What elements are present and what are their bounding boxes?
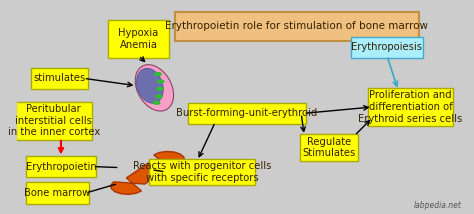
Text: labpedia.net: labpedia.net — [413, 201, 461, 210]
Ellipse shape — [135, 65, 173, 111]
FancyBboxPatch shape — [108, 20, 169, 58]
Text: Erythropoietin: Erythropoietin — [26, 162, 96, 172]
FancyBboxPatch shape — [188, 103, 306, 124]
Text: Hypoxia
Anemia: Hypoxia Anemia — [118, 28, 159, 50]
Circle shape — [157, 88, 163, 91]
Polygon shape — [111, 152, 184, 194]
FancyBboxPatch shape — [351, 37, 423, 58]
Text: Proliferation and
differentiation of
Erythroid series cells: Proliferation and differentiation of Ery… — [358, 90, 463, 124]
Text: Bone marrow: Bone marrow — [24, 188, 91, 198]
FancyBboxPatch shape — [31, 68, 88, 89]
Circle shape — [154, 101, 160, 104]
Text: Peritubular
interstitial cells
in the inner cortex: Peritubular interstitial cells in the in… — [8, 104, 100, 137]
FancyBboxPatch shape — [368, 88, 453, 126]
Circle shape — [155, 73, 161, 76]
Text: Burst-forming-unit-erythroid: Burst-forming-unit-erythroid — [176, 108, 318, 118]
Text: Regulate
Stimulates: Regulate Stimulates — [302, 137, 356, 158]
Text: Erythropoietin role for stimulation of bone marrow: Erythropoietin role for stimulation of b… — [165, 21, 428, 31]
Text: Erythropoiesis: Erythropoiesis — [351, 42, 422, 52]
FancyBboxPatch shape — [26, 156, 96, 177]
Circle shape — [156, 95, 162, 98]
Text: stimulates: stimulates — [34, 73, 86, 83]
FancyBboxPatch shape — [16, 102, 91, 140]
Ellipse shape — [137, 68, 164, 103]
Circle shape — [157, 80, 164, 83]
FancyBboxPatch shape — [300, 134, 358, 161]
Text: Reacts with progenitor cells
with specific receptors: Reacts with progenitor cells with specif… — [133, 161, 271, 183]
FancyBboxPatch shape — [149, 159, 255, 185]
FancyBboxPatch shape — [175, 12, 419, 41]
FancyBboxPatch shape — [26, 182, 89, 204]
